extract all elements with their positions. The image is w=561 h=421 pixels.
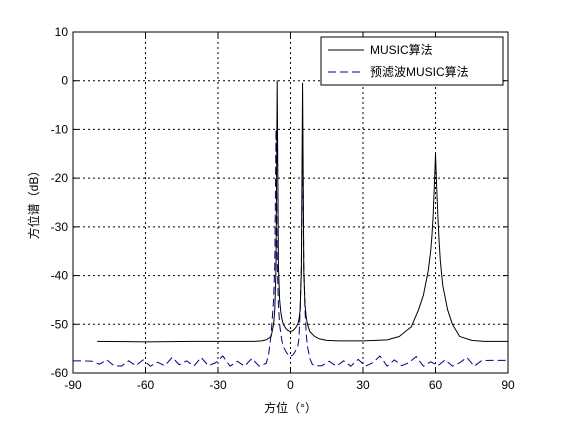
series-line-music <box>97 80 508 343</box>
x-tick-label: -90 <box>64 378 82 392</box>
y-tick-label: -10 <box>51 122 69 136</box>
x-tick-label: 30 <box>356 378 370 392</box>
legend-box <box>320 36 504 86</box>
x-axis-label: 方位（°） <box>264 400 317 415</box>
x-tick-label: 60 <box>429 378 443 392</box>
x-tick-label: -30 <box>209 378 227 392</box>
y-tick-label: 10 <box>55 25 69 39</box>
legend-label-music: MUSIC算法 <box>370 42 433 57</box>
x-tick-label: 0 <box>287 378 294 392</box>
y-tick-label: -60 <box>51 366 69 380</box>
y-tick-label: -30 <box>51 220 69 234</box>
x-tick-label: 90 <box>501 378 515 392</box>
y-tick-label: 0 <box>61 74 68 88</box>
y-tick-label: -50 <box>51 317 69 331</box>
y-axis-label: 方位谱（dB） <box>26 165 41 240</box>
legend-label-prefilter-music: 预滤波MUSIC算法 <box>370 64 469 79</box>
grid <box>73 32 508 373</box>
y-tick-label: -40 <box>51 269 69 283</box>
x-tick-label: -60 <box>137 378 155 392</box>
series-layer <box>73 80 508 367</box>
series-line-prefilter-music <box>73 124 508 367</box>
y-tick-label: -20 <box>51 171 69 185</box>
legend: MUSIC算法 预滤波MUSIC算法 <box>320 36 504 86</box>
